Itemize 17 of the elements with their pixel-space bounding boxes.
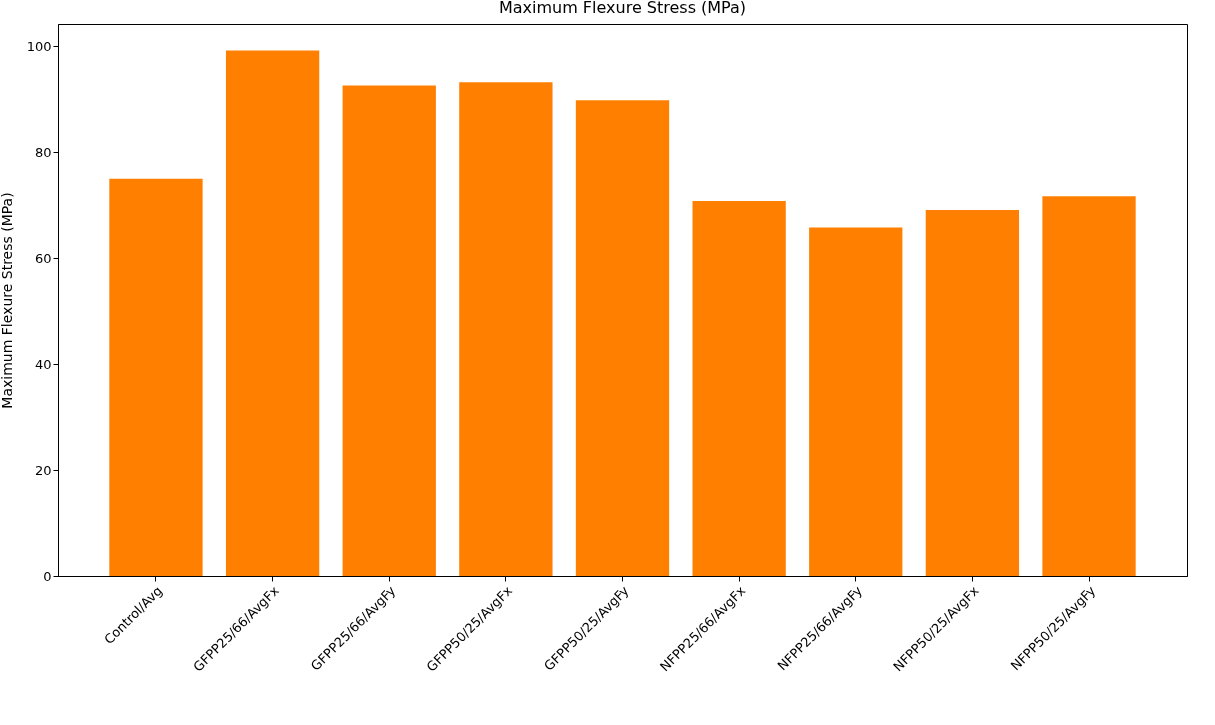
y-tick-label: 40 [34, 356, 52, 372]
bar [1042, 196, 1136, 576]
y-tick-label: 20 [34, 462, 52, 478]
bar [342, 85, 436, 576]
y-tick-label: 60 [34, 250, 52, 266]
bar [575, 100, 670, 576]
y-tick-label: 0 [43, 568, 52, 584]
bar [109, 178, 203, 576]
bar [809, 227, 903, 576]
chart-title: Maximum Flexure Stress (MPa) [498, 0, 747, 17]
y-tick-label: 80 [34, 144, 52, 160]
bar [225, 50, 320, 576]
bar [692, 200, 786, 576]
y-axis-title: Maximum Flexure Stress (MPa) [0, 192, 15, 409]
bar [925, 209, 1020, 576]
bar [459, 82, 553, 576]
y-tick-label: 100 [26, 38, 52, 54]
